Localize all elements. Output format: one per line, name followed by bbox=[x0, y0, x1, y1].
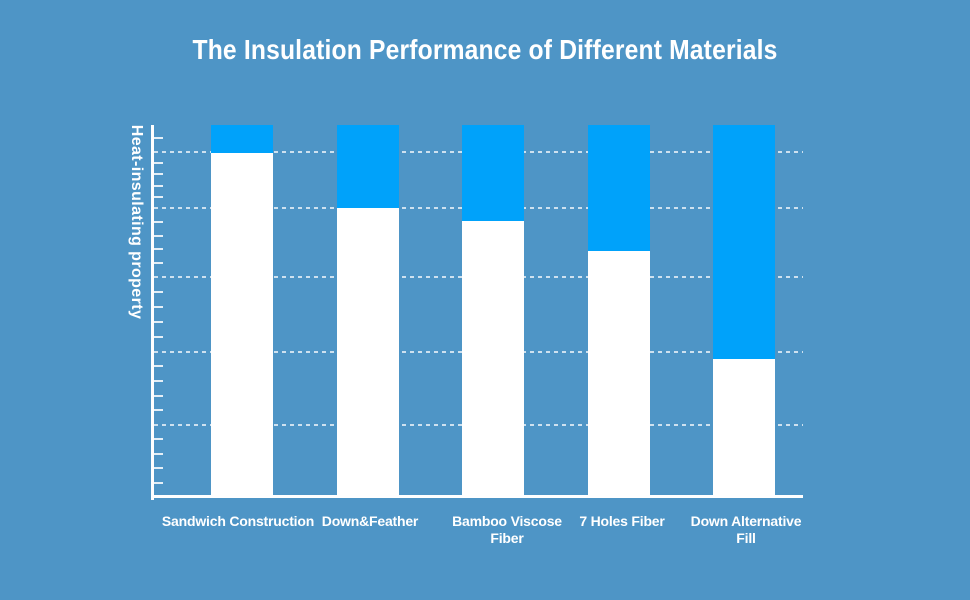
bar-5 bbox=[713, 125, 775, 497]
bar-2-cap bbox=[336, 125, 399, 208]
y-axis-minor-tick bbox=[154, 196, 163, 199]
bar-1-cap bbox=[211, 125, 273, 153]
x-axis-label-4: 7 Holes Fiber bbox=[579, 513, 665, 529]
y-axis-minor-tick bbox=[154, 137, 163, 140]
bar-1 bbox=[211, 125, 273, 497]
bar-3 bbox=[462, 125, 524, 497]
y-axis-minor-tick bbox=[154, 438, 163, 441]
bar-4 bbox=[588, 125, 650, 497]
x-axis-label-5: Down Alternative Fill bbox=[690, 513, 802, 546]
x-axis-line bbox=[151, 495, 803, 498]
y-axis-minor-tick bbox=[154, 452, 163, 455]
y-axis-minor-tick bbox=[154, 365, 163, 368]
y-axis-line bbox=[151, 125, 154, 500]
y-axis-minor-tick bbox=[154, 320, 163, 323]
y-axis-minor-tick bbox=[154, 290, 163, 293]
y-axis-minor-tick bbox=[154, 262, 163, 265]
chart-title: The Insulation Performance of Different … bbox=[192, 34, 778, 65]
y-axis-minor-tick bbox=[154, 467, 163, 470]
bar-2 bbox=[336, 125, 399, 497]
y-axis-minor-tick bbox=[154, 481, 163, 484]
bar-5-cap bbox=[713, 125, 775, 359]
y-axis-label: Heat-insulating property bbox=[128, 124, 145, 320]
y-axis-minor-tick bbox=[154, 379, 163, 382]
y-axis-minor-tick bbox=[154, 162, 163, 165]
x-axis-label-2: Down&Feather bbox=[321, 513, 419, 529]
y-axis-minor-tick bbox=[154, 173, 163, 176]
y-axis-minor-tick bbox=[154, 394, 163, 397]
bar-4-cap bbox=[588, 125, 650, 251]
y-axis-minor-tick bbox=[154, 248, 163, 251]
y-axis-minor-tick bbox=[154, 234, 163, 237]
y-axis-minor-tick bbox=[154, 184, 163, 187]
y-axis-minor-tick bbox=[154, 335, 163, 338]
x-axis-label-1: Sandwich Construction bbox=[161, 513, 315, 529]
y-axis-minor-tick bbox=[154, 221, 163, 224]
bar-3-cap bbox=[462, 125, 524, 221]
y-axis-minor-tick bbox=[154, 409, 163, 412]
y-axis-minor-tick bbox=[154, 305, 163, 308]
x-axis-label-3: Bamboo Viscose Fiber bbox=[452, 513, 562, 546]
